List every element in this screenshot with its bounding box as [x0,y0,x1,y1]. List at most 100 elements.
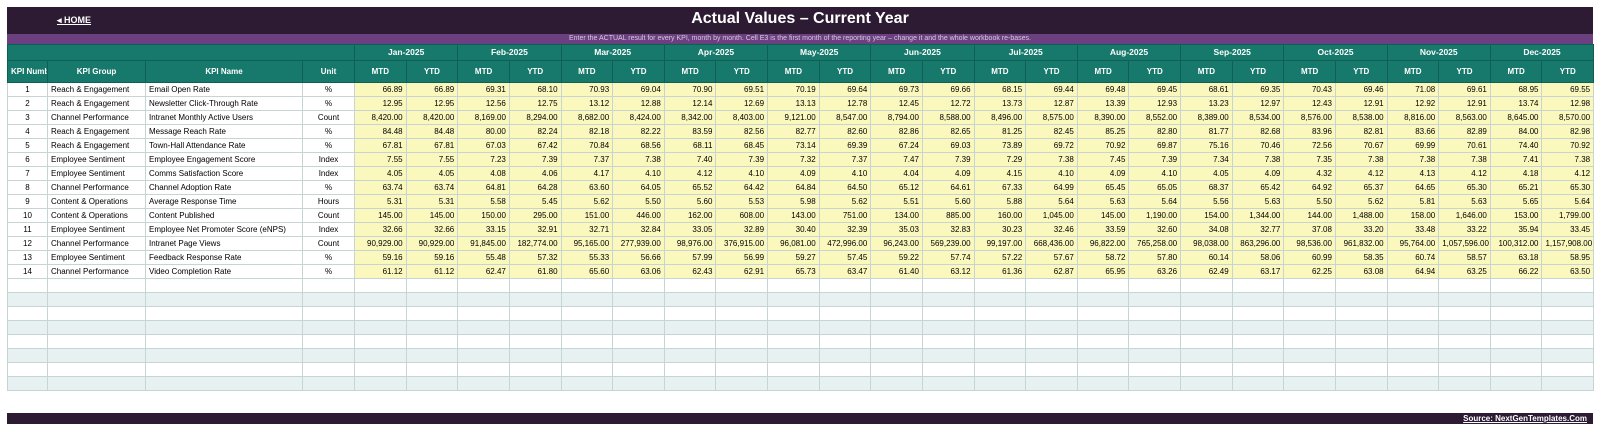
mtd-value-cell[interactable]: 134.00 [870,208,923,223]
empty-cell[interactable] [1231,334,1285,349]
empty-cell[interactable] [1438,278,1491,293]
empty-cell[interactable] [405,320,459,335]
empty-cell[interactable] [1489,292,1543,307]
mtd-value-cell[interactable]: 12.14 [663,96,717,111]
mtd-value-cell[interactable]: 68.15 [973,82,1027,97]
mtd-value-cell[interactable]: 4.32 [1283,166,1336,181]
mtd-value-cell[interactable]: 9,121.00 [767,110,820,125]
empty-cell[interactable] [405,348,459,363]
kpi-name-cell[interactable]: Average Response Time [145,194,303,209]
kpi-group-cell[interactable]: Employee Sentiment [47,222,146,237]
empty-cell[interactable] [612,376,665,391]
mtd-value-cell[interactable]: 7.47 [870,152,923,167]
mtd-value-cell[interactable]: 64.84 [767,180,820,195]
mtd-value-cell[interactable]: 8,816.00 [1386,110,1440,125]
ytd-value-cell[interactable]: 7.55 [405,152,459,167]
ytd-value-cell[interactable]: 65.37 [1334,180,1388,195]
ytd-value-cell[interactable]: 64.28 [508,180,562,195]
empty-cell[interactable] [508,292,562,307]
empty-cell[interactable] [1076,320,1130,335]
ytd-value-cell[interactable]: 5.45 [508,194,562,209]
empty-cell[interactable] [47,334,146,349]
ytd-value-cell[interactable]: 5.63 [1231,194,1285,209]
empty-cell[interactable] [612,348,665,363]
empty-cell[interactable] [560,348,614,363]
ytd-value-cell[interactable]: 5.64 [1025,194,1078,209]
empty-cell[interactable] [1128,306,1182,321]
empty-cell[interactable] [1231,362,1285,377]
ytd-value-cell[interactable]: 1,488.00 [1334,208,1388,223]
mtd-value-cell[interactable]: 8,496.00 [973,110,1027,125]
mtd-value-cell[interactable]: 62.43 [663,264,717,279]
empty-cell[interactable] [1180,320,1233,335]
empty-cell[interactable] [145,320,303,335]
mtd-value-cell[interactable]: 7.55 [354,152,407,167]
ytd-value-cell[interactable]: 64.05 [612,180,665,195]
ytd-value-cell[interactable]: 12.97 [1231,96,1285,111]
empty-cell[interactable] [354,320,407,335]
mtd-value-cell[interactable]: 65.60 [560,264,614,279]
ytd-value-cell[interactable]: 82.22 [612,124,665,139]
mtd-value-cell[interactable]: 70.93 [560,82,614,97]
empty-cell[interactable] [354,362,407,377]
empty-cell[interactable] [1283,292,1336,307]
empty-cell[interactable] [818,320,872,335]
empty-cell[interactable] [1283,320,1336,335]
mtd-value-cell[interactable]: 12.45 [870,96,923,111]
empty-cell[interactable] [7,320,48,335]
ytd-value-cell[interactable]: 1,344.00 [1231,208,1285,223]
ytd-value-cell[interactable]: 7.39 [1128,152,1182,167]
empty-cell[interactable] [1541,306,1595,321]
ytd-value-cell[interactable]: 4.09 [1231,166,1285,181]
mtd-value-cell[interactable]: 98,976.00 [663,236,717,251]
mtd-value-cell[interactable]: 143.00 [767,208,820,223]
empty-cell[interactable] [302,348,355,363]
mtd-value-cell[interactable]: 4.05 [354,166,407,181]
ytd-value-cell[interactable]: 69.66 [921,82,975,97]
empty-cell[interactable] [1180,334,1233,349]
empty-cell[interactable] [1438,292,1491,307]
mtd-value-cell[interactable]: 96,081.00 [767,236,820,251]
empty-cell[interactable] [1386,334,1440,349]
mtd-value-cell[interactable]: 33.05 [663,222,717,237]
empty-cell[interactable] [1025,292,1078,307]
empty-cell[interactable] [1334,362,1388,377]
ytd-value-cell[interactable]: 69.45 [1128,82,1182,97]
ytd-value-cell[interactable]: 4.09 [921,166,975,181]
ytd-value-cell[interactable]: 69.46 [1334,82,1388,97]
ytd-value-cell[interactable]: 65.30 [1541,180,1595,195]
empty-cell[interactable] [1541,376,1595,391]
empty-cell[interactable] [354,348,407,363]
kpi-group-cell[interactable]: Reach & Engagement [47,138,146,153]
empty-cell[interactable] [767,376,820,391]
mtd-value-cell[interactable]: 8,645.00 [1489,110,1543,125]
empty-cell[interactable] [1438,320,1491,335]
ytd-value-cell[interactable]: 277,939.00 [612,236,665,251]
ytd-value-cell[interactable]: 4.10 [715,166,769,181]
mtd-value-cell[interactable]: 61.36 [973,264,1027,279]
empty-cell[interactable] [1386,348,1440,363]
empty-cell[interactable] [1231,278,1285,293]
kpi-number-cell[interactable]: 13 [7,250,48,265]
ytd-value-cell[interactable]: 472,996.00 [818,236,872,251]
kpi-group-cell[interactable]: Content & Operations [47,194,146,209]
empty-cell[interactable] [767,306,820,321]
empty-cell[interactable] [1180,376,1233,391]
ytd-value-cell[interactable]: 12.69 [715,96,769,111]
empty-cell[interactable] [870,306,923,321]
empty-cell[interactable] [921,292,975,307]
mtd-value-cell[interactable]: 72.56 [1283,138,1336,153]
mtd-value-cell[interactable]: 68.95 [1489,82,1543,97]
ytd-value-cell[interactable]: 82.65 [921,124,975,139]
empty-cell[interactable] [1283,306,1336,321]
empty-cell[interactable] [818,334,872,349]
ytd-value-cell[interactable]: 8,403.00 [715,110,769,125]
empty-cell[interactable] [302,376,355,391]
empty-cell[interactable] [612,320,665,335]
ytd-value-cell[interactable]: 69.87 [1128,138,1182,153]
empty-cell[interactable] [870,278,923,293]
mtd-value-cell[interactable]: 57.99 [663,250,717,265]
mtd-value-cell[interactable]: 4.04 [870,166,923,181]
mtd-value-cell[interactable]: 82.77 [767,124,820,139]
mtd-value-cell[interactable]: 12.92 [1386,96,1440,111]
